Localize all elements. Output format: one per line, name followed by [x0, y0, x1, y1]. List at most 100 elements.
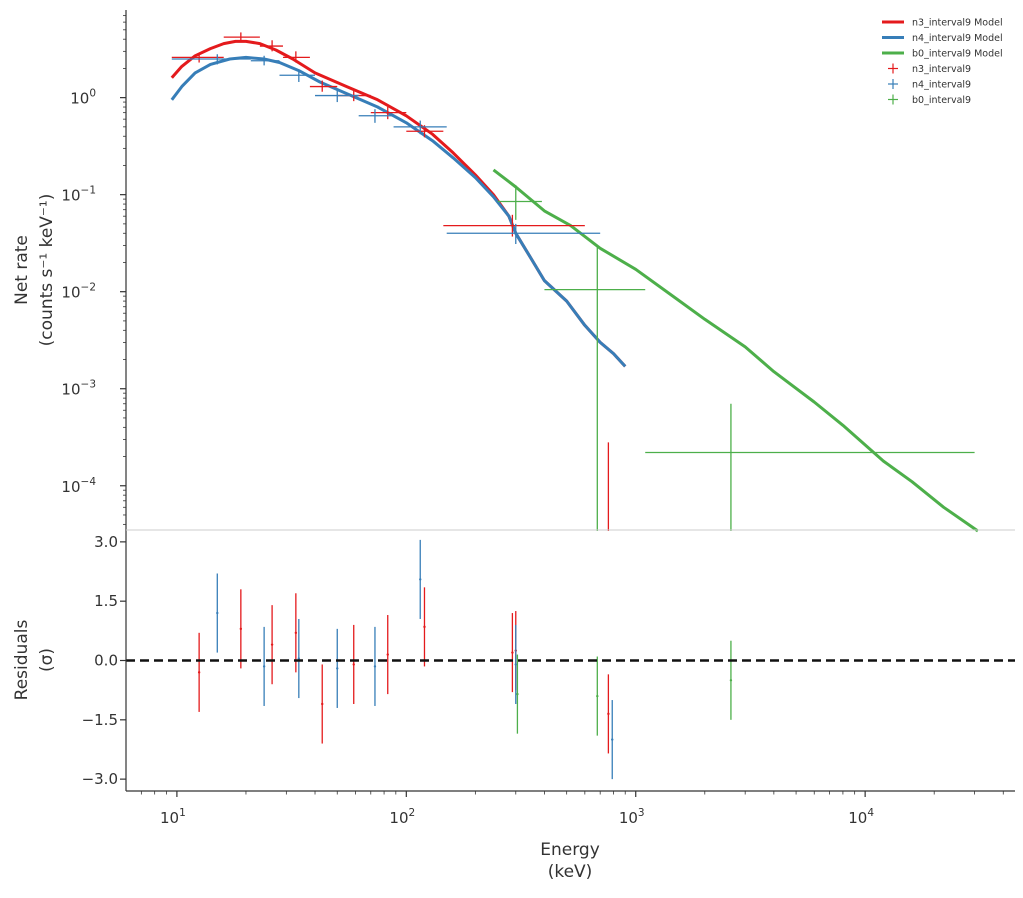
residual-marker: [511, 651, 514, 654]
legend-item-b0_interval9 Model: b0_interval9 Model: [882, 49, 1003, 60]
data-point-b0_interval9-2: [645, 403, 975, 531]
spectrum-y-tick-label: 10−1: [61, 185, 96, 205]
legend-label: n3_interval9: [912, 64, 971, 75]
data-point-n3_interval9-0: [171, 52, 224, 63]
residual-marker: [336, 667, 339, 670]
residual-marker: [419, 578, 422, 581]
tick-exponent: 3: [638, 807, 645, 819]
residual-point-n4_interval9-1: [262, 626, 266, 706]
residual-marker: [607, 712, 610, 716]
tick-exponent: 0: [89, 88, 96, 100]
x-tick-label: 101: [160, 807, 186, 827]
residuals-y-tick-label: −1.5: [82, 711, 118, 729]
data-point-n4_interval9-1: [250, 55, 280, 66]
residual-point-n3_interval9-1: [239, 589, 243, 669]
residuals-y-axis-label-line1: Residuals: [12, 620, 32, 701]
spectrum-y-tick-label: 10−3: [61, 379, 96, 399]
residual-marker: [297, 657, 301, 660]
residual-point-n3_interval9-0: [197, 632, 201, 712]
residual-point-n3_interval9-10: [607, 674, 610, 754]
x-tick-label: 102: [389, 807, 415, 827]
plot-marks: [126, 32, 1015, 780]
data-point-b0_interval9-0: [497, 185, 542, 220]
spectrum-y-tick-label: 100: [70, 88, 96, 108]
residual-marker: [262, 665, 266, 668]
residual-point-n3_interval9-8: [511, 613, 514, 693]
residuals-y-tick-label: −3.0: [82, 770, 118, 788]
residual-point-b0_interval9-1: [596, 656, 599, 736]
tick-exponent: −4: [81, 476, 97, 488]
residual-marker: [373, 665, 377, 668]
residual-marker: [197, 671, 201, 674]
residual-marker: [239, 627, 243, 631]
residual-marker: [729, 679, 733, 682]
residual-marker: [596, 694, 599, 698]
legend-item-n4_interval9: n4_interval9: [888, 79, 971, 91]
data-point-n4_interval9-6: [446, 223, 601, 245]
legend-label: n3_interval9 Model: [912, 18, 1003, 29]
data-point-n4_interval9-5: [393, 120, 447, 135]
residuals-y-axis-label-line2: (σ): [37, 648, 57, 672]
residual-marker: [611, 738, 614, 741]
residual-point-n4_interval9-3: [336, 628, 339, 708]
data-point-n4_interval9-4: [358, 109, 394, 123]
residual-point-n3_interval9-3: [294, 593, 298, 673]
residual-marker: [216, 611, 219, 615]
legend-label: n4_interval9: [912, 80, 971, 91]
tick-exponent: −1: [81, 185, 96, 197]
data-point-b0_interval9-1: [544, 245, 646, 531]
spectrum-y-axis-label-line1: Net rate: [12, 235, 32, 305]
residual-point-n3_interval9-4: [321, 664, 324, 744]
residual-point-n4_interval9-6: [514, 624, 517, 704]
tick-exponent: −2: [81, 282, 96, 294]
tick-exponent: 2: [409, 807, 416, 819]
data-point-n3_interval9-6: [370, 107, 407, 120]
x-axis-label-line1: Energy: [540, 840, 600, 860]
data-point-n4_interval9-2: [279, 69, 316, 82]
legend-label: b0_interval9: [912, 95, 971, 106]
residuals-y-tick-label: 0.0: [94, 652, 118, 670]
data-point-n3_interval9-4: [309, 80, 338, 92]
data-point-n4_interval9-0: [171, 54, 251, 65]
residual-marker: [386, 653, 389, 656]
x-tick-label: 104: [848, 807, 874, 827]
residual-point-n4_interval9-0: [216, 573, 219, 653]
spectrum-y-axis-label-line2: (counts s⁻¹ keV⁻¹): [37, 194, 57, 347]
model-curve-b0_interval9 Model: [492, 168, 979, 533]
residual-point-b0_interval9-0: [516, 654, 519, 734]
residual-marker: [294, 631, 298, 635]
axis-labels: Net rate (counts s⁻¹ keV⁻¹) Residuals (σ…: [12, 194, 600, 882]
data-point-n4_interval9-3: [315, 89, 359, 103]
residual-point-n3_interval9-7: [423, 587, 426, 667]
residual-point-n4_interval9-2: [297, 618, 301, 699]
model-curve-n3_interval9 Model: [170, 39, 627, 368]
residual-point-n3_interval9-6: [386, 615, 389, 695]
residual-point-n4_interval9-5: [419, 539, 422, 619]
residual-point-n4_interval9-7: [611, 700, 614, 780]
legend: n3_interval9 Model n4_interval9 Model b0_i…: [882, 18, 1003, 106]
residual-marker: [270, 643, 274, 646]
model-curve-n4_interval9 Model: [170, 55, 627, 368]
legend-item-b0_interval9: b0_interval9: [888, 94, 971, 106]
legend-item-n3_interval9: n3_interval9: [888, 63, 971, 75]
residual-marker: [321, 702, 324, 706]
legend-label: b0_interval9 Model: [912, 49, 1003, 60]
tick-exponent: 4: [867, 807, 874, 819]
legend-item-n3_interval9 Model: n3_interval9 Model: [882, 18, 1003, 29]
residual-marker: [516, 692, 519, 696]
spectrum-y-tick-label: 10−4: [61, 476, 96, 496]
residual-marker: [514, 663, 517, 666]
residual-marker: [423, 625, 426, 629]
x-tick-label: 103: [619, 807, 645, 827]
tick-exponent: −3: [81, 379, 96, 391]
residual-point-n3_interval9-2: [270, 605, 274, 685]
residual-marker: [352, 663, 355, 666]
x-axis-label-line2: (keV): [548, 862, 593, 882]
legend-item-n4_interval9 Model: n4_interval9 Model: [882, 33, 1003, 44]
spectrum-y-tick-label: 10−2: [61, 282, 96, 302]
tick-exponent: 1: [179, 807, 186, 819]
residual-point-b0_interval9-2: [729, 640, 733, 720]
